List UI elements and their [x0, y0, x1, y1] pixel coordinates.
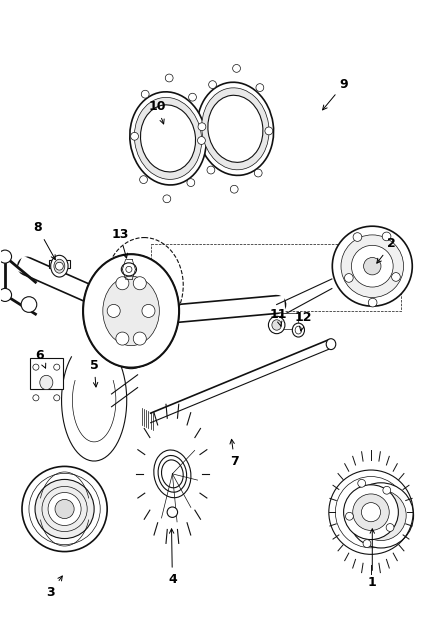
Ellipse shape [140, 105, 195, 172]
Circle shape [163, 195, 171, 203]
Circle shape [345, 512, 353, 520]
Text: 4: 4 [168, 529, 177, 586]
Circle shape [22, 467, 107, 552]
Circle shape [383, 487, 391, 494]
Circle shape [141, 90, 149, 98]
Text: 10: 10 [148, 100, 166, 124]
Circle shape [341, 235, 404, 297]
Circle shape [361, 503, 381, 522]
Circle shape [133, 332, 146, 345]
Circle shape [142, 304, 155, 317]
Ellipse shape [54, 259, 65, 273]
Ellipse shape [130, 92, 206, 185]
Circle shape [207, 166, 215, 174]
Circle shape [392, 272, 400, 281]
Text: 1: 1 [368, 529, 377, 589]
Ellipse shape [161, 460, 183, 488]
Circle shape [48, 492, 81, 526]
Circle shape [233, 65, 241, 72]
Circle shape [358, 479, 366, 487]
Circle shape [165, 74, 173, 82]
Circle shape [54, 364, 60, 370]
Circle shape [33, 395, 39, 401]
Circle shape [353, 233, 362, 242]
Ellipse shape [118, 296, 153, 339]
Circle shape [126, 267, 132, 272]
Circle shape [107, 304, 120, 317]
Ellipse shape [292, 323, 304, 337]
Ellipse shape [134, 97, 201, 179]
Circle shape [368, 298, 377, 307]
Circle shape [265, 127, 273, 135]
Circle shape [332, 226, 412, 306]
Circle shape [116, 332, 129, 345]
Ellipse shape [158, 456, 187, 492]
Ellipse shape [83, 254, 179, 367]
Ellipse shape [269, 316, 285, 334]
Circle shape [353, 494, 389, 531]
Circle shape [256, 84, 264, 92]
Circle shape [21, 297, 37, 312]
Circle shape [0, 250, 12, 263]
Ellipse shape [103, 276, 159, 345]
Circle shape [140, 176, 147, 183]
Bar [150, 244, 401, 311]
Ellipse shape [295, 326, 302, 334]
Text: 2: 2 [377, 237, 396, 263]
Circle shape [133, 277, 146, 290]
Circle shape [348, 483, 414, 548]
Text: 13: 13 [111, 228, 129, 258]
Circle shape [382, 232, 391, 241]
Text: 5: 5 [90, 359, 99, 387]
Circle shape [356, 490, 406, 540]
Text: 6: 6 [35, 349, 46, 368]
Circle shape [230, 185, 238, 193]
Bar [48, 260, 70, 268]
Circle shape [198, 137, 205, 144]
Ellipse shape [208, 96, 263, 162]
Ellipse shape [115, 342, 147, 369]
Ellipse shape [154, 450, 191, 497]
Bar [30, 358, 63, 390]
Text: 9: 9 [323, 78, 348, 110]
Circle shape [35, 479, 94, 538]
Ellipse shape [83, 254, 179, 367]
Circle shape [344, 274, 353, 282]
Circle shape [198, 123, 206, 131]
Ellipse shape [51, 255, 68, 277]
Circle shape [187, 179, 195, 187]
Circle shape [351, 246, 393, 287]
Ellipse shape [101, 274, 161, 348]
Circle shape [344, 485, 399, 540]
Text: 3: 3 [46, 576, 62, 599]
Bar [281, 313, 298, 329]
Circle shape [368, 503, 394, 528]
Text: 11: 11 [269, 308, 287, 326]
Text: 12: 12 [295, 311, 312, 331]
Ellipse shape [40, 376, 53, 390]
Ellipse shape [326, 338, 336, 349]
Circle shape [254, 169, 262, 177]
Circle shape [131, 133, 139, 140]
Circle shape [0, 288, 12, 301]
Circle shape [54, 395, 60, 401]
Circle shape [33, 364, 39, 370]
Circle shape [386, 524, 394, 531]
Circle shape [335, 476, 407, 548]
Ellipse shape [121, 263, 136, 276]
Circle shape [167, 507, 177, 517]
Ellipse shape [197, 82, 274, 176]
Circle shape [55, 262, 63, 270]
Ellipse shape [272, 320, 282, 330]
Circle shape [209, 81, 216, 88]
Circle shape [363, 540, 371, 547]
Ellipse shape [202, 88, 269, 170]
Text: 8: 8 [33, 221, 55, 260]
Circle shape [364, 258, 381, 275]
Text: 7: 7 [230, 439, 239, 467]
Circle shape [189, 93, 196, 101]
Circle shape [116, 277, 129, 290]
Circle shape [55, 499, 74, 519]
